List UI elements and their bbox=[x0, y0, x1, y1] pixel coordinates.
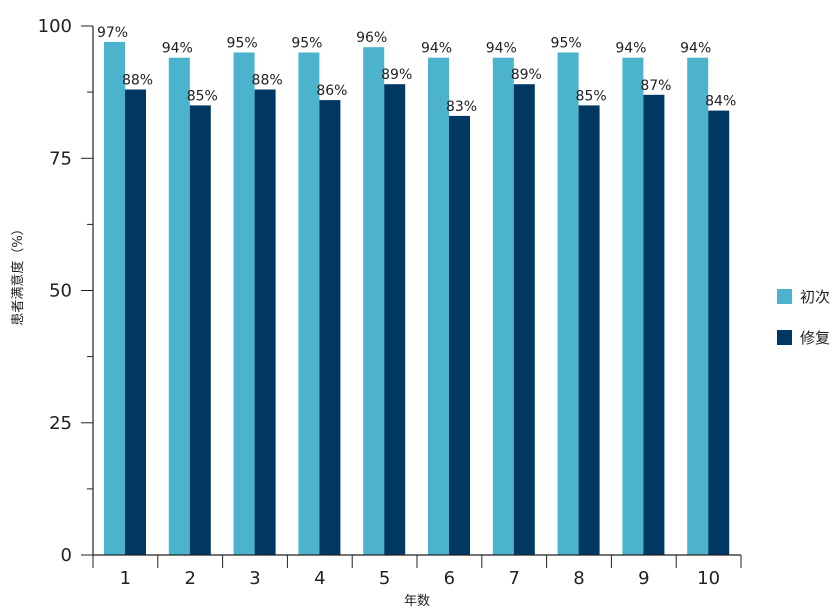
x-tick-label-6: 6 bbox=[444, 568, 455, 589]
x-tick-label-1: 1 bbox=[120, 568, 131, 589]
data-label-series-1-2: 94% bbox=[162, 41, 193, 57]
bar-series-2-2 bbox=[189, 105, 211, 556]
bar-series-2-6 bbox=[449, 115, 470, 556]
y-axis: 0 25 50 75 100 bbox=[38, 16, 94, 566]
data-label-series-1-7: 94% bbox=[486, 41, 517, 57]
plot-area: 97% 94% 95% 95% 96% 94% 94% 95% 94% 94% 88% 85% 88% 8… bbox=[97, 25, 736, 556]
bar-series-1-1 bbox=[104, 41, 125, 555]
x-tick-label-7: 7 bbox=[508, 568, 519, 589]
data-label-series-1-5: 96% bbox=[356, 30, 387, 46]
bar-series-1-3 bbox=[233, 52, 255, 555]
data-label-series-2-5: 89% bbox=[381, 67, 412, 83]
data-label-series-1-6: 94% bbox=[421, 41, 452, 57]
data-label-series-1-4: 95% bbox=[291, 36, 322, 52]
legend-label-2: 修复 bbox=[800, 329, 830, 347]
bar-series-1-9 bbox=[622, 57, 644, 555]
data-label-series-1-10: 94% bbox=[680, 41, 711, 57]
data-label-series-2-6: 83% bbox=[446, 99, 477, 115]
data-label-series-2-1: 88% bbox=[122, 73, 153, 89]
data-label-series-1-8: 95% bbox=[551, 36, 582, 52]
bar-series-2-1 bbox=[125, 89, 146, 555]
y-tick-label-0: 0 bbox=[61, 545, 72, 566]
data-label-series-2-9: 87% bbox=[640, 78, 671, 94]
x-tick-label-10: 10 bbox=[697, 568, 720, 589]
y-tick-label-100: 100 bbox=[38, 16, 72, 37]
x-tick-label-8: 8 bbox=[573, 568, 584, 589]
bar-series-1-8 bbox=[557, 52, 579, 555]
data-label-series-1-9: 94% bbox=[615, 41, 646, 57]
bar-series-2-8 bbox=[578, 105, 600, 556]
bar-series-1-5 bbox=[363, 47, 385, 555]
x-tick-label-2: 2 bbox=[184, 568, 195, 589]
legend-label-1: 初次 bbox=[800, 288, 830, 306]
data-label-series-2-2: 85% bbox=[187, 88, 218, 104]
data-label-series-2-3: 88% bbox=[252, 73, 283, 89]
y-tick-label-75: 75 bbox=[49, 148, 72, 169]
data-label-series-2-10: 84% bbox=[705, 94, 736, 110]
y-tick-label-50: 50 bbox=[49, 281, 72, 302]
x-axis-title: 年数 bbox=[404, 594, 430, 609]
bar-series-2-9 bbox=[643, 94, 665, 556]
data-label-series-2-8: 85% bbox=[576, 88, 607, 104]
data-label-series-2-4: 86% bbox=[316, 83, 347, 99]
x-tick-label-4: 4 bbox=[314, 568, 325, 589]
data-label-series-2-7: 89% bbox=[511, 67, 542, 83]
bar-series-2-5 bbox=[384, 84, 406, 555]
x-tick-label-9: 9 bbox=[638, 568, 649, 589]
bar-series-1-7 bbox=[492, 57, 514, 555]
y-axis-title: 患者满意度（%） bbox=[10, 222, 26, 325]
bar-series-1-4 bbox=[298, 52, 320, 555]
bar-series-2-7 bbox=[513, 84, 535, 555]
bar-series-2-4 bbox=[319, 100, 341, 555]
x-tick-label-3: 3 bbox=[249, 568, 260, 589]
data-label-series-1-3: 95% bbox=[227, 36, 258, 52]
bar-series-1-10 bbox=[687, 57, 709, 555]
bar-series-2-10 bbox=[708, 110, 730, 555]
bar-series-2-3 bbox=[254, 89, 276, 555]
legend-swatch-1 bbox=[777, 289, 792, 304]
legend-swatch-2 bbox=[777, 330, 792, 345]
data-label-series-1-1: 97% bbox=[97, 25, 128, 41]
bar-series-1-6 bbox=[428, 57, 449, 555]
bar-series-1-2 bbox=[168, 57, 190, 555]
x-axis: 1 2 3 4 5 6 7 8 9 10 bbox=[92, 554, 742, 589]
y-tick-label-25: 25 bbox=[49, 413, 72, 434]
x-tick-label-5: 5 bbox=[379, 568, 390, 589]
